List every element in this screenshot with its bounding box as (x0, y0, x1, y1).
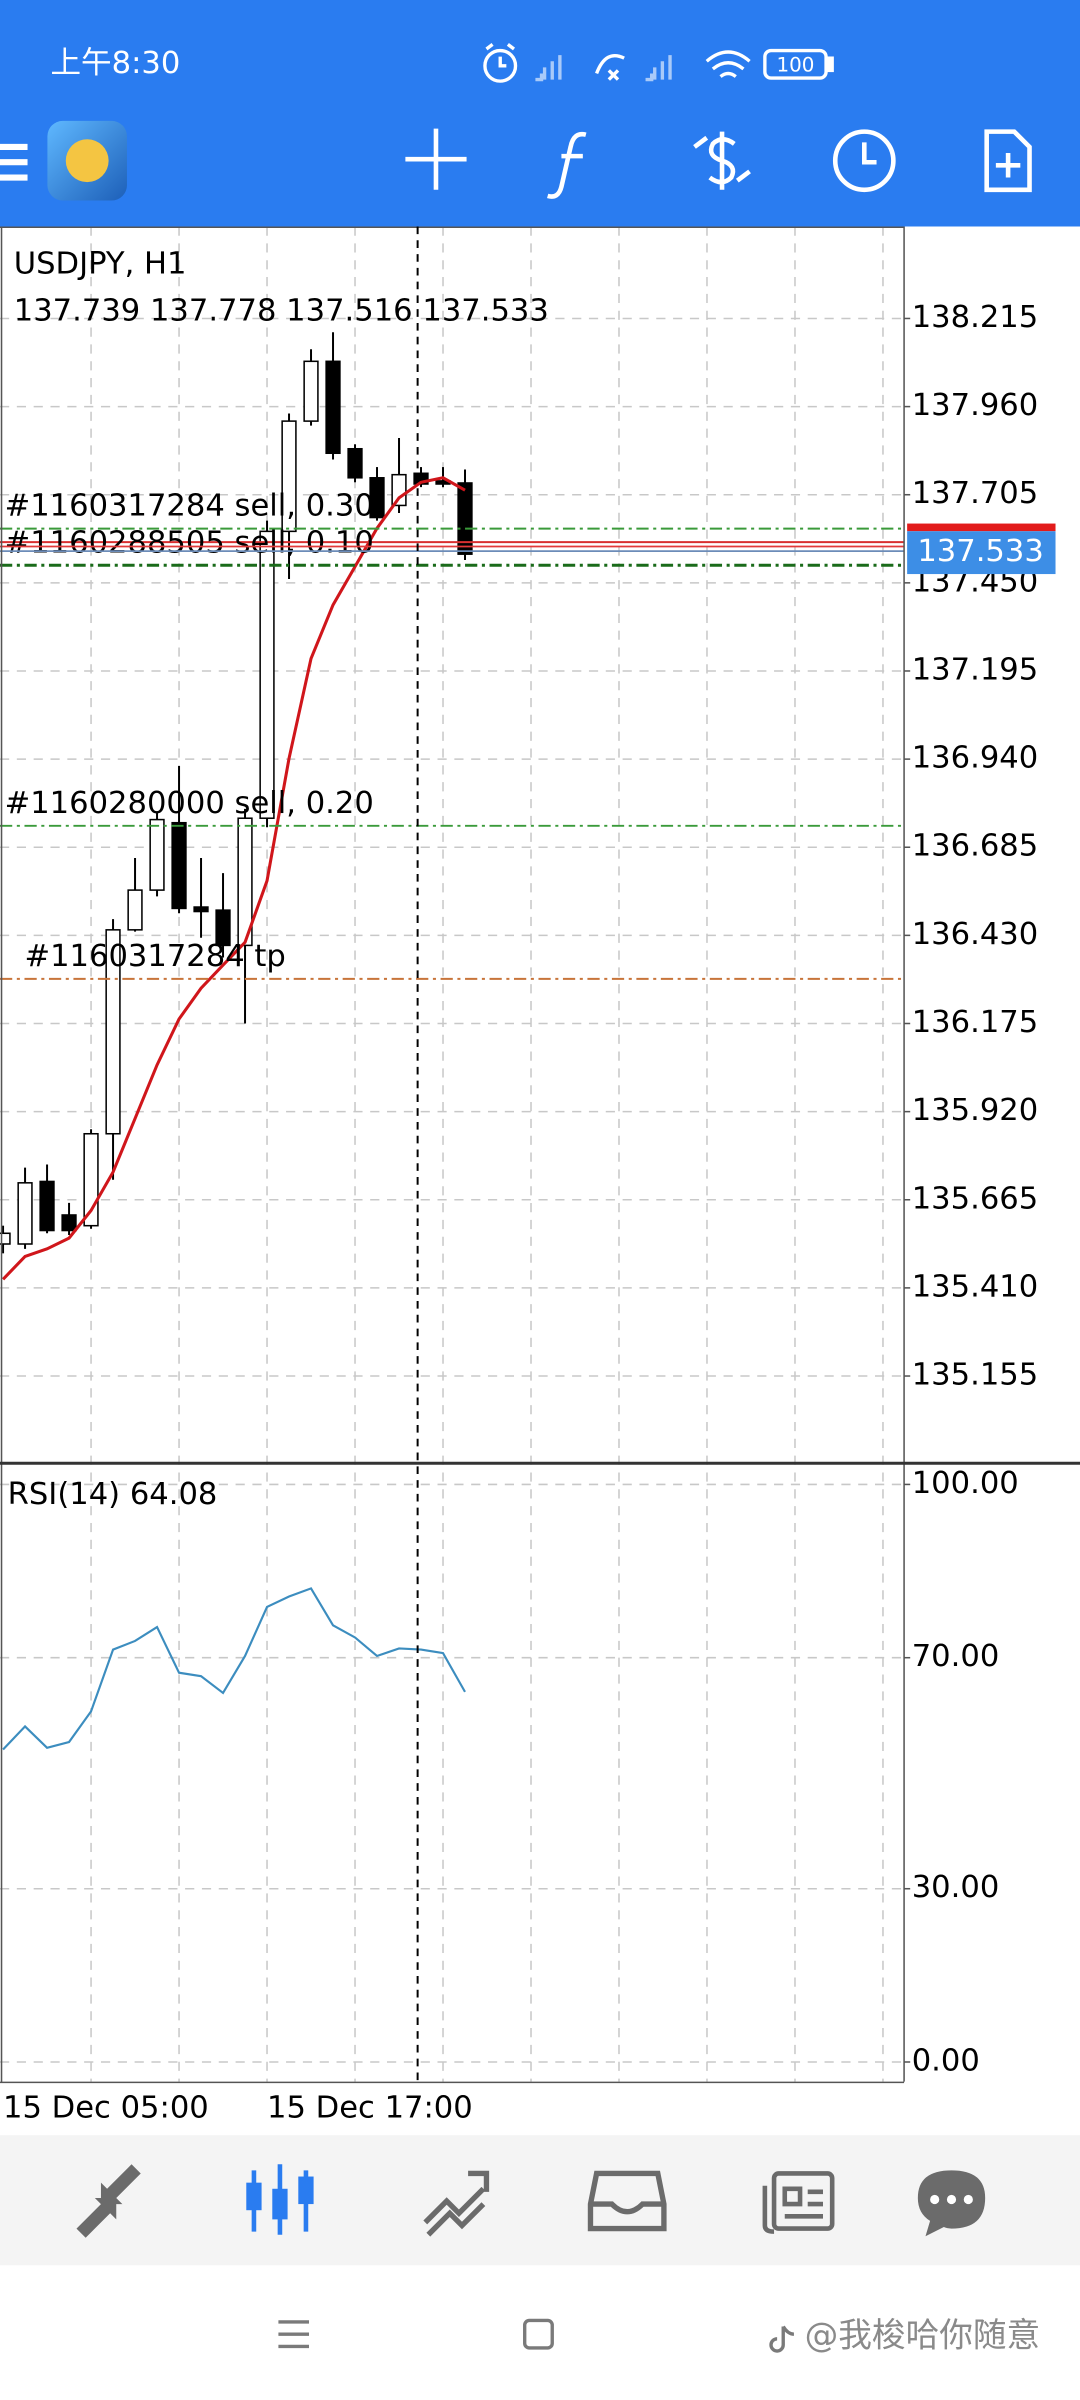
ask-tag (907, 523, 1056, 532)
y-tick-label: 136.430 (912, 917, 1038, 952)
nav-news[interactable] (762, 2171, 835, 2234)
bottom-nav-bg (0, 2135, 1080, 2266)
rsi-line (2, 1587, 466, 1751)
candle-body (391, 473, 407, 507)
status-icons (483, 43, 834, 83)
indicators-button[interactable] (547, 131, 587, 199)
nav-home-key[interactable] (523, 2318, 554, 2350)
price-tag-label: 137.533 (917, 534, 1043, 569)
watermark: @我梭哈你随意 (805, 2316, 1041, 2355)
period-button[interactable] (832, 129, 896, 193)
ohlc-readout: 137.739 137.778 137.516 137.533 (14, 294, 549, 329)
symbol-title: USDJPY, H1 (14, 246, 187, 281)
menu-button[interactable] (0, 143, 28, 181)
candle-body (457, 482, 473, 555)
candle-body (303, 360, 319, 422)
y-tick-label: 137.195 (912, 652, 1038, 687)
y-tick-label: 138.215 (912, 300, 1038, 335)
order-label: #1160288505 sell, 0.10 (5, 525, 374, 560)
candle-body (0, 1232, 11, 1245)
candle-body (127, 889, 143, 931)
nav-menu-key[interactable] (278, 2320, 310, 2349)
crosshair-button[interactable] (405, 128, 467, 190)
candle-body (237, 817, 253, 947)
x-tick-label: 15 Dec 05:00 (3, 2091, 209, 2126)
y-tick-label: 136.685 (912, 829, 1038, 864)
candle-body (259, 530, 275, 819)
chart-bg (0, 226, 1080, 2136)
candle-body (17, 1182, 33, 1245)
bottom-nav (76, 2164, 986, 2238)
toolbar-icons (405, 128, 1032, 199)
price-tag (907, 531, 1056, 575)
app-header-bg (0, 0, 1080, 227)
battery-level: 100 (777, 53, 815, 76)
objects-button[interactable] (984, 129, 1032, 193)
system-nav (278, 2318, 795, 2353)
order-label: #1160317284 tp (24, 939, 285, 974)
candle-body (61, 1214, 77, 1232)
candle-body (39, 1180, 55, 1232)
indicator-title: RSI(14) 64.08 (8, 1477, 218, 1512)
x-tick-label: 15 Dec 17:00 (267, 2091, 473, 2126)
nav-quotes[interactable] (76, 2164, 141, 2238)
nav-chart[interactable] (246, 2164, 314, 2235)
moving-average (1, 476, 466, 1281)
order-label: #1160317284 sell, 0.30 (5, 489, 374, 524)
y-tick-label: 135.155 (912, 1358, 1038, 1393)
candle-body (193, 906, 209, 913)
y-tick-label: 30.00 (912, 1870, 1000, 1905)
y-tick-label: 0.00 (912, 2043, 980, 2078)
nav-trade[interactable] (423, 2170, 490, 2237)
candle-body (105, 929, 121, 1135)
candle-body (149, 818, 165, 891)
candle-body (215, 909, 231, 947)
plot-layer: 138.215137.960137.705137.450137.195136.9… (0, 226, 1056, 2126)
chart-frame (0, 226, 1080, 2084)
candle-body (281, 420, 297, 533)
watermark-logo (769, 2325, 795, 2353)
y-tick-label: 135.665 (912, 1181, 1038, 1216)
status-time: 上午8:30 (50, 46, 180, 81)
y-tick-label: 136.175 (912, 1005, 1038, 1040)
app-logo-mark (65, 139, 109, 183)
candle-body (325, 360, 341, 455)
order-label: #1160280000 sell, 0.20 (5, 786, 374, 821)
y-tick-label: 136.940 (912, 741, 1038, 776)
trade-button[interactable] (693, 131, 751, 190)
y-tick-label: 137.705 (912, 476, 1038, 511)
nav-chat[interactable] (917, 2170, 986, 2237)
candle-body (369, 477, 385, 519)
y-tick-label: 137.960 (912, 388, 1038, 423)
y-tick-label: 70.00 (912, 1639, 1000, 1674)
y-tick-label: 135.920 (912, 1093, 1038, 1128)
candle-body (347, 447, 363, 479)
nav-history[interactable] (587, 2170, 667, 2232)
candle-body (171, 821, 187, 910)
y-tick-label: 135.410 (912, 1269, 1038, 1304)
y-tick-label: 100.00 (912, 1466, 1019, 1501)
